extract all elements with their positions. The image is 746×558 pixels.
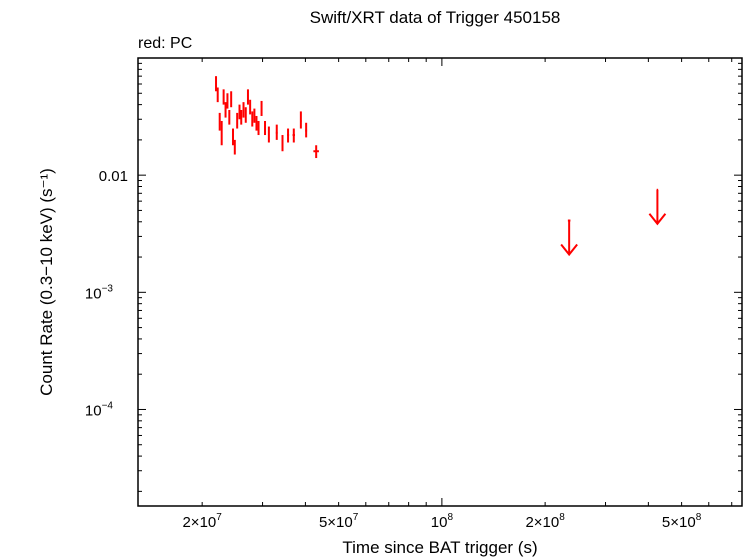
data-point	[257, 120, 260, 136]
data-series-pc	[215, 76, 319, 159]
data-point	[249, 99, 252, 115]
upper-limit-head	[560, 243, 578, 257]
y-axis-ticks	[138, 62, 742, 492]
data-point	[242, 102, 245, 118]
data-point	[222, 89, 225, 105]
data-point	[231, 128, 234, 146]
data-point	[255, 115, 258, 131]
data-point	[313, 145, 319, 159]
x-tick-label: 5×107	[319, 512, 359, 531]
x-axis-tick-labels: 2×107 5×107 108 2×108 5×108	[182, 512, 701, 531]
y-tick-label: 10−4	[85, 400, 114, 419]
data-point	[238, 104, 241, 120]
upper-limit-arrow	[560, 219, 578, 257]
chart-subtitle: red: PC	[138, 35, 192, 52]
data-point	[224, 102, 227, 118]
data-point	[260, 100, 263, 116]
data-point	[240, 109, 243, 125]
data-point	[215, 76, 218, 92]
x-axis-ticks	[201, 58, 733, 506]
data-point	[230, 91, 233, 108]
data-point	[236, 112, 239, 129]
data-point	[246, 89, 249, 105]
data-point	[286, 128, 290, 143]
data-point	[253, 108, 256, 123]
data-point	[281, 135, 284, 152]
upper-limits-pc	[560, 188, 667, 257]
x-axis-label: Time since BAT trigger (s)	[342, 538, 537, 557]
chart-title: Swift/XRT data of Trigger 450158	[310, 8, 561, 27]
data-point	[218, 112, 221, 131]
x-tick-label: 2×107	[182, 512, 222, 531]
data-point	[292, 128, 295, 143]
data-point	[264, 120, 267, 136]
y-tick-label: 10−3	[85, 283, 114, 302]
data-point	[216, 87, 219, 103]
x-tick-label: 2×108	[525, 512, 565, 531]
data-point	[228, 109, 231, 125]
x-tick-label: 108	[431, 512, 454, 531]
data-point	[305, 122, 308, 138]
data-point	[267, 126, 270, 143]
data-point	[299, 111, 302, 129]
data-point	[226, 93, 229, 109]
y-axis-label: Count Rate (0.3−10 keV) (s⁻¹)	[37, 168, 56, 396]
y-tick-label: 0.01	[99, 168, 128, 185]
x-tick-label: 5×108	[662, 512, 702, 531]
data-point	[233, 139, 236, 155]
data-point	[251, 111, 254, 127]
data-point	[220, 120, 223, 146]
data-point	[244, 107, 247, 123]
data-point	[275, 124, 278, 140]
upper-limit-head	[648, 213, 667, 226]
upper-limit-arrow	[648, 188, 667, 226]
plot-frame	[137, 57, 743, 507]
y-axis-tick-labels: 0.01 10−3 10−4	[85, 168, 128, 419]
